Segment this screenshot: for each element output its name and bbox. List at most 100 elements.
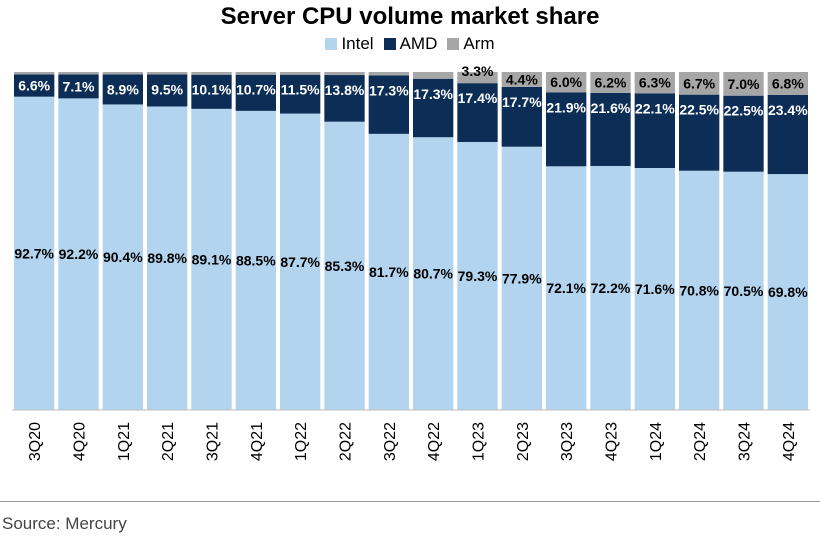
data-label-amd-2q23: 17.7%: [502, 94, 542, 110]
data-label-amd-3q23: 21.9%: [546, 99, 586, 115]
bar-amd-1q24: [634, 93, 675, 168]
data-label-intel-4q21: 88.5%: [236, 252, 276, 268]
legend-label-intel: Intel: [341, 34, 374, 53]
bar-amd-2q24: [679, 94, 720, 171]
bar-amd-3q21: [191, 74, 232, 109]
x-tick-label-2q22: 2Q22: [338, 422, 355, 461]
data-label-arm-2q23: 4.4%: [506, 71, 538, 87]
bar-arm-3q24: [723, 72, 764, 96]
data-label-arm-3q24: 7.0%: [728, 76, 760, 92]
bar-amd-4q23: [590, 92, 631, 166]
x-tick-label-3q21: 3Q21: [205, 422, 222, 461]
legend: Intel AMD Arm: [0, 34, 820, 54]
x-tick-label-4q20: 4Q20: [72, 422, 89, 461]
bar-intel-3q20: [14, 96, 55, 410]
bar-intel-3q23: [546, 166, 587, 410]
data-label-intel-2q21: 89.8%: [147, 250, 187, 266]
data-label-intel-1q23: 79.3%: [458, 268, 498, 284]
data-label-amd-2q22: 13.8%: [325, 82, 365, 98]
data-label-amd-3q20: 6.6%: [18, 78, 50, 94]
bar-amd-2q21: [147, 74, 188, 107]
data-label-amd-3q21: 10.1%: [192, 82, 232, 98]
legend-label-arm: Arm: [463, 34, 495, 53]
data-label-amd-4q22: 17.3%: [413, 86, 453, 102]
data-label-intel-4q22: 80.7%: [413, 266, 453, 282]
legend-item-amd: AMD: [383, 34, 437, 54]
bar-arm-4q20: [58, 72, 99, 75]
bar-arm-4q23: [590, 72, 631, 93]
x-tick-label-1q24: 1Q24: [648, 422, 665, 461]
bar-amd-2q22: [324, 75, 365, 122]
data-label-amd-2q24: 22.5%: [679, 102, 719, 118]
x-tick-label-3q23: 3Q23: [559, 422, 576, 461]
legend-swatch-amd: [383, 38, 396, 50]
bar-arm-4q21: [235, 72, 276, 75]
bar-intel-2q24: [679, 170, 720, 410]
legend-swatch-arm: [447, 38, 460, 50]
bar-intel-3q24: [723, 171, 764, 410]
plot-area: 92.7% 6.6% 3Q20 92.2% 7.1% 4Q20 90.4% 8.9% 1Q21 8…: [12, 63, 810, 461]
data-label-intel-4q23: 72.2%: [591, 280, 631, 296]
data-label-amd-1q24: 22.1%: [635, 100, 675, 116]
bar-intel-2q23: [501, 146, 542, 410]
bar-arm-3q23: [546, 72, 587, 93]
bar-arm-1q24: [634, 72, 675, 94]
x-tick-label-2q21: 2Q21: [160, 422, 177, 461]
bar-intel-1q21: [102, 104, 143, 410]
bar-amd-4q24: [767, 94, 808, 175]
data-label-amd-4q20: 7.1%: [63, 78, 95, 94]
data-label-amd-1q23: 17.4%: [458, 90, 498, 106]
bar-intel-2q21: [147, 106, 188, 410]
data-label-arm-1q24: 6.3%: [639, 75, 671, 91]
bar-intel-4q22: [413, 137, 454, 410]
bar-arm-2q21: [147, 72, 188, 75]
bar-arm-1q21: [102, 72, 143, 75]
data-label-intel-2q22: 85.3%: [325, 258, 365, 274]
data-label-arm-2q24: 6.7%: [683, 75, 715, 91]
data-label-intel-3q20: 92.7%: [14, 245, 54, 261]
bar-intel-3q22: [368, 133, 409, 410]
data-label-intel-2q23: 77.9%: [502, 270, 542, 286]
x-tick-label-4q23: 4Q23: [604, 422, 621, 461]
bar-amd-3q22: [368, 75, 409, 134]
bar-arm-2q23: [501, 72, 542, 87]
bar-intel-4q20: [58, 98, 99, 410]
data-label-intel-4q24: 69.8%: [768, 284, 808, 300]
source-note: Source: Mercury: [2, 514, 127, 533]
x-tick-label-4q21: 4Q21: [249, 422, 266, 461]
data-label-arm-4q24: 6.8%: [772, 75, 804, 91]
bar-amd-3q20: [14, 74, 55, 97]
bar-amd-4q22: [413, 78, 454, 138]
data-label-amd-4q24: 23.4%: [768, 102, 808, 118]
bar-intel-4q23: [590, 165, 631, 410]
bar-arm-4q22: [413, 72, 454, 79]
bar-amd-1q23: [457, 83, 498, 142]
data-label-intel-2q24: 70.8%: [679, 282, 719, 298]
data-label-arm-1q23: 3.3%: [462, 63, 494, 79]
x-tick-label-1q23: 1Q23: [471, 422, 488, 461]
bar-amd-4q20: [58, 74, 99, 99]
legend-item-intel: Intel: [325, 34, 374, 54]
data-label-amd-1q21: 8.9%: [107, 81, 139, 97]
data-label-intel-1q21: 90.4%: [103, 249, 143, 265]
data-label-amd-3q22: 17.3%: [369, 82, 409, 98]
bar-arm-1q23: [457, 72, 498, 84]
bar-intel-4q24: [767, 174, 808, 410]
bar-arm-2q22: [324, 72, 365, 76]
x-tick-label-3q20: 3Q20: [27, 422, 44, 461]
bar-arm-3q21: [191, 72, 232, 75]
bar-amd-3q23: [546, 92, 587, 167]
data-label-arm-4q23: 6.2%: [595, 74, 627, 90]
data-label-intel-1q24: 71.6%: [635, 281, 675, 297]
x-tick-label-2q23: 2Q23: [515, 422, 532, 461]
x-tick-label-4q22: 4Q22: [426, 422, 443, 461]
x-tick-label-1q22: 1Q22: [293, 422, 310, 461]
bar-amd-2q23: [501, 86, 542, 147]
source-divider: [0, 501, 820, 502]
data-label-intel-3q23: 72.1%: [546, 280, 586, 296]
x-tick-label-4q24: 4Q24: [781, 422, 798, 461]
bar-intel-3q21: [191, 108, 232, 410]
bar-intel-1q23: [457, 141, 498, 410]
bar-arm-1q22: [280, 72, 321, 75]
bar-arm-2q24: [679, 72, 720, 95]
